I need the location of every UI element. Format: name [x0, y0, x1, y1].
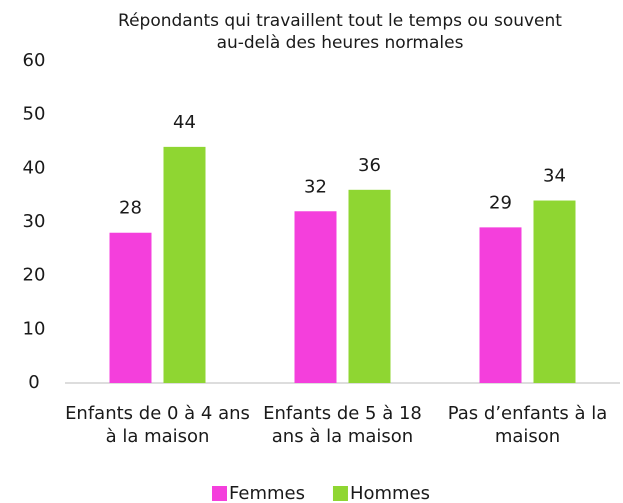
legend-swatch: [332, 486, 348, 501]
x-tick-label: Enfants de 0 à 4 ans à la maison: [65, 403, 250, 447]
y-tick-label: 30: [23, 211, 46, 232]
bar: [348, 189, 391, 383]
x-tick-label: Enfants de 5 à 18 ans à la maison: [263, 403, 422, 447]
value-label: 29: [489, 192, 512, 213]
legend-label: Hommes: [350, 483, 430, 503]
y-tick-label: 20: [23, 265, 46, 286]
value-label: 44: [173, 112, 196, 133]
value-label: 36: [358, 155, 381, 176]
bar: [109, 232, 152, 383]
y-tick-label: 0: [28, 372, 39, 393]
legend-label: Femmes: [229, 483, 305, 503]
bar: [163, 146, 206, 383]
bar: [533, 200, 576, 383]
y-tick-label: 40: [23, 157, 46, 178]
bar: [479, 227, 522, 383]
y-tick-label: 50: [23, 104, 46, 125]
value-label: 28: [119, 198, 142, 219]
y-tick-label: 60: [23, 50, 46, 71]
value-label: 32: [304, 176, 327, 197]
chart-title: Répondants qui travaillent tout le temps…: [118, 11, 562, 53]
x-tick-label: Pas d’enfants à la maison: [447, 403, 608, 447]
y-tick-label: 10: [23, 318, 46, 339]
bar: [294, 211, 337, 383]
legend-swatch: [212, 486, 227, 501]
value-label: 34: [543, 166, 566, 187]
